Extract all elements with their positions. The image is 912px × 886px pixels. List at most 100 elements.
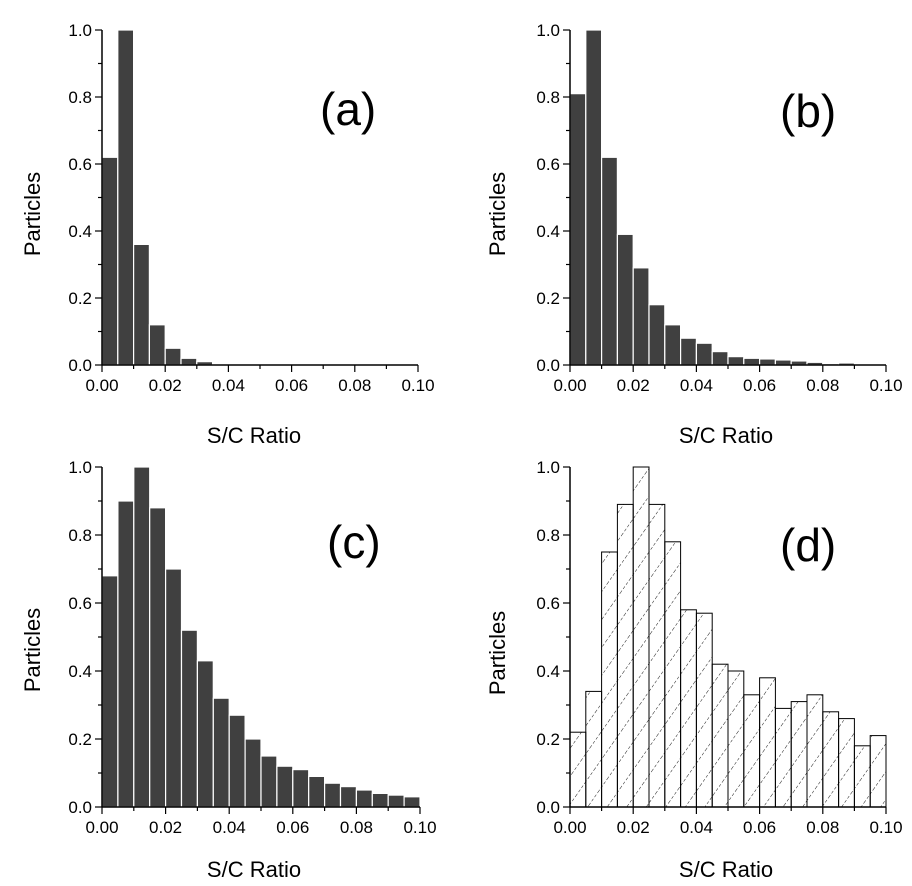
histogram-bar bbox=[387, 794, 405, 808]
y-tick-label: 0.6 bbox=[68, 155, 92, 174]
y-tick-labels: 0.0 0.2 0.4 0.6 0.8 1.0 bbox=[536, 458, 560, 817]
x-tick-labels: 0.00 0.02 0.04 0.06 0.08 0.10 bbox=[85, 818, 436, 837]
axes bbox=[95, 466, 421, 814]
x-tick-label: 0.10 bbox=[869, 376, 902, 395]
panel-c: 0.00 0.02 0.04 0.06 0.08 0.10 0.0 0.2 0.4 0.6 0.8… bbox=[20, 458, 437, 882]
x-tick-labels: 0.00 0.02 0.04 0.06 0.08 0.10 bbox=[553, 818, 902, 837]
histogram-bar bbox=[743, 357, 761, 366]
y-tick-label: 0.4 bbox=[68, 662, 92, 681]
histogram-bar bbox=[743, 694, 761, 808]
histogram-bar bbox=[790, 701, 808, 808]
x-axis-label: S/C Ratio bbox=[679, 423, 773, 448]
histogram-bar bbox=[569, 731, 587, 808]
histogram-bar bbox=[774, 359, 792, 366]
y-tick-label: 0.0 bbox=[536, 798, 560, 817]
x-tick-label: 0.10 bbox=[401, 376, 434, 395]
histogram-bar bbox=[711, 663, 729, 808]
histogram-bar bbox=[727, 356, 745, 366]
y-axis-label: Particles bbox=[485, 172, 510, 256]
histogram-bar bbox=[664, 324, 682, 366]
histogram-bar bbox=[853, 745, 871, 808]
y-tick-label: 0.4 bbox=[536, 662, 560, 681]
y-tick-label: 0.2 bbox=[536, 289, 560, 308]
histogram-bar bbox=[339, 785, 357, 808]
y-tick-label: 1.0 bbox=[536, 21, 560, 40]
histogram-bar bbox=[822, 711, 840, 808]
y-tick-labels: 0.0 0.2 0.4 0.6 0.8 1.0 bbox=[68, 458, 92, 817]
x-tick-label: 0.06 bbox=[743, 376, 776, 395]
histogram-bar bbox=[117, 500, 135, 808]
histogram-bar bbox=[212, 697, 230, 808]
histogram-bar bbox=[371, 792, 389, 808]
histogram-bar bbox=[133, 243, 151, 366]
axes bbox=[563, 466, 887, 814]
histogram-bar bbox=[774, 707, 792, 808]
y-tick-label: 0.4 bbox=[536, 222, 560, 241]
histogram-bar bbox=[727, 670, 745, 808]
histogram-bar bbox=[838, 718, 855, 808]
y-axis-label: Particles bbox=[485, 611, 510, 695]
histogram-bar bbox=[228, 714, 246, 808]
y-tick-label: 0.0 bbox=[536, 356, 560, 375]
x-tick-label: 0.02 bbox=[617, 818, 650, 837]
histogram-bar bbox=[695, 612, 713, 808]
x-axis-label: S/C Ratio bbox=[679, 857, 773, 882]
histogram-bar bbox=[648, 503, 666, 808]
histogram-bar bbox=[276, 765, 294, 808]
panel-a: 0.00 0.02 0.04 0.06 0.08 0.10 0.0 0.2 0.4 0.6 0.8… bbox=[20, 21, 435, 448]
histogram-bar bbox=[260, 755, 278, 808]
histogram-bar bbox=[600, 156, 618, 366]
x-tick-labels: 0.00 0.02 0.04 0.06 0.08 0.10 bbox=[553, 376, 902, 395]
histogram-bar bbox=[165, 568, 183, 808]
panel-b: 0.00 0.02 0.04 0.06 0.08 0.10 0.0 0.2 0.4 0.6 0.8… bbox=[485, 21, 903, 448]
histogram-bar bbox=[133, 466, 151, 808]
histogram-bar bbox=[680, 609, 697, 808]
histogram-bar bbox=[806, 694, 824, 808]
y-tick-label: 0.8 bbox=[536, 88, 560, 107]
x-tick-label: 0.00 bbox=[553, 818, 586, 837]
histogram-bar bbox=[355, 789, 373, 808]
histogram-bar bbox=[632, 466, 650, 808]
y-tick-label: 0.8 bbox=[68, 526, 92, 545]
y-tick-label: 0.8 bbox=[536, 526, 560, 545]
y-tick-labels: 0.0 0.2 0.4 0.6 0.8 1.0 bbox=[536, 21, 560, 375]
bars bbox=[101, 29, 214, 366]
x-tick-label: 0.00 bbox=[553, 376, 586, 395]
histogram-bar bbox=[869, 735, 887, 808]
x-tick-label: 0.08 bbox=[806, 818, 839, 837]
y-tick-label: 0.0 bbox=[68, 798, 92, 817]
y-tick-label: 0.6 bbox=[536, 155, 560, 174]
y-tick-label: 0.4 bbox=[68, 222, 92, 241]
y-tick-label: 1.0 bbox=[68, 458, 92, 477]
histogram-bar bbox=[679, 337, 697, 366]
y-tick-label: 0.8 bbox=[68, 88, 92, 107]
histogram-bar bbox=[648, 304, 666, 366]
histogram-bar bbox=[308, 775, 326, 808]
x-tick-label: 0.08 bbox=[338, 376, 371, 395]
x-tick-label: 0.04 bbox=[212, 376, 245, 395]
y-axis-label: Particles bbox=[20, 172, 45, 256]
histogram-bar bbox=[149, 507, 167, 808]
panel-d: 0.00 0.02 0.04 0.06 0.08 0.10 0.0 0.2 0.4 0.6 0.8… bbox=[485, 458, 903, 882]
x-tick-label: 0.02 bbox=[617, 376, 650, 395]
histogram-bar bbox=[196, 660, 214, 808]
x-tick-label: 0.06 bbox=[276, 818, 309, 837]
histogram-bar bbox=[616, 503, 634, 808]
histogram-bar bbox=[180, 629, 198, 808]
bars bbox=[569, 466, 887, 808]
y-tick-label: 1.0 bbox=[68, 21, 92, 40]
histogram-bar bbox=[324, 782, 342, 808]
histogram-bar bbox=[711, 351, 729, 366]
histogram-bar bbox=[695, 342, 713, 366]
y-tick-labels: 0.0 0.2 0.4 0.6 0.8 1.0 bbox=[68, 21, 92, 375]
axes bbox=[95, 29, 419, 372]
bars bbox=[101, 466, 421, 808]
histogram-bar bbox=[759, 677, 776, 808]
panel-label: (c) bbox=[327, 516, 381, 568]
histogram-bar bbox=[148, 324, 166, 366]
bars bbox=[569, 29, 855, 366]
x-tick-label: 0.04 bbox=[680, 818, 713, 837]
histogram-bar bbox=[403, 796, 421, 808]
x-tick-label: 0.06 bbox=[275, 376, 308, 395]
